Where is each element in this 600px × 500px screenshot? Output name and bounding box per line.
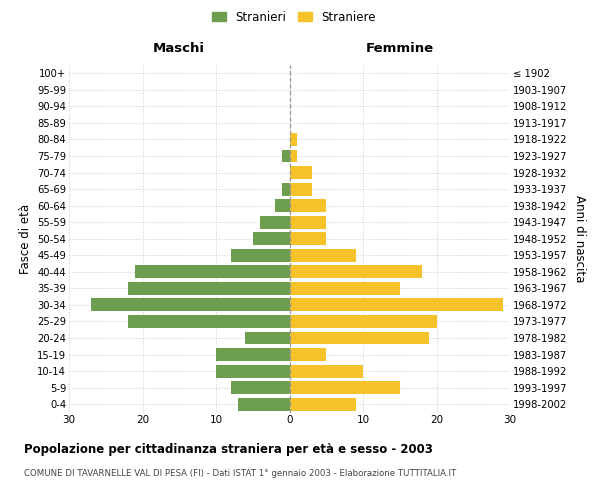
- Bar: [290, 249, 356, 262]
- Legend: Stranieri, Straniere: Stranieri, Straniere: [207, 6, 381, 28]
- Text: Maschi: Maschi: [153, 42, 205, 55]
- Bar: [290, 332, 429, 344]
- Bar: [290, 199, 326, 212]
- Bar: [290, 216, 326, 228]
- Text: Popolazione per cittadinanza straniera per età e sesso - 2003: Popolazione per cittadinanza straniera p…: [24, 442, 433, 456]
- Bar: [290, 348, 326, 361]
- Y-axis label: Anni di nascita: Anni di nascita: [573, 195, 586, 282]
- Bar: [290, 282, 400, 295]
- Bar: [216, 348, 290, 361]
- Bar: [290, 298, 503, 312]
- Bar: [290, 232, 326, 245]
- Text: COMUNE DI TAVARNELLE VAL DI PESA (FI) - Dati ISTAT 1° gennaio 2003 - Elaborazion: COMUNE DI TAVARNELLE VAL DI PESA (FI) - …: [24, 469, 456, 478]
- Bar: [253, 232, 290, 245]
- Bar: [275, 199, 290, 212]
- Bar: [91, 298, 290, 312]
- Bar: [282, 182, 290, 196]
- Bar: [245, 332, 290, 344]
- Bar: [290, 266, 422, 278]
- Bar: [282, 150, 290, 162]
- Bar: [230, 381, 290, 394]
- Bar: [128, 315, 290, 328]
- Bar: [238, 398, 290, 410]
- Bar: [290, 364, 363, 378]
- Y-axis label: Fasce di età: Fasce di età: [19, 204, 32, 274]
- Bar: [135, 266, 290, 278]
- Bar: [290, 182, 311, 196]
- Bar: [290, 398, 356, 410]
- Bar: [290, 381, 400, 394]
- Text: Femmine: Femmine: [365, 42, 434, 55]
- Bar: [230, 249, 290, 262]
- Bar: [290, 166, 311, 179]
- Bar: [128, 282, 290, 295]
- Bar: [216, 364, 290, 378]
- Bar: [290, 150, 297, 162]
- Bar: [290, 133, 297, 146]
- Bar: [290, 315, 437, 328]
- Bar: [260, 216, 290, 228]
